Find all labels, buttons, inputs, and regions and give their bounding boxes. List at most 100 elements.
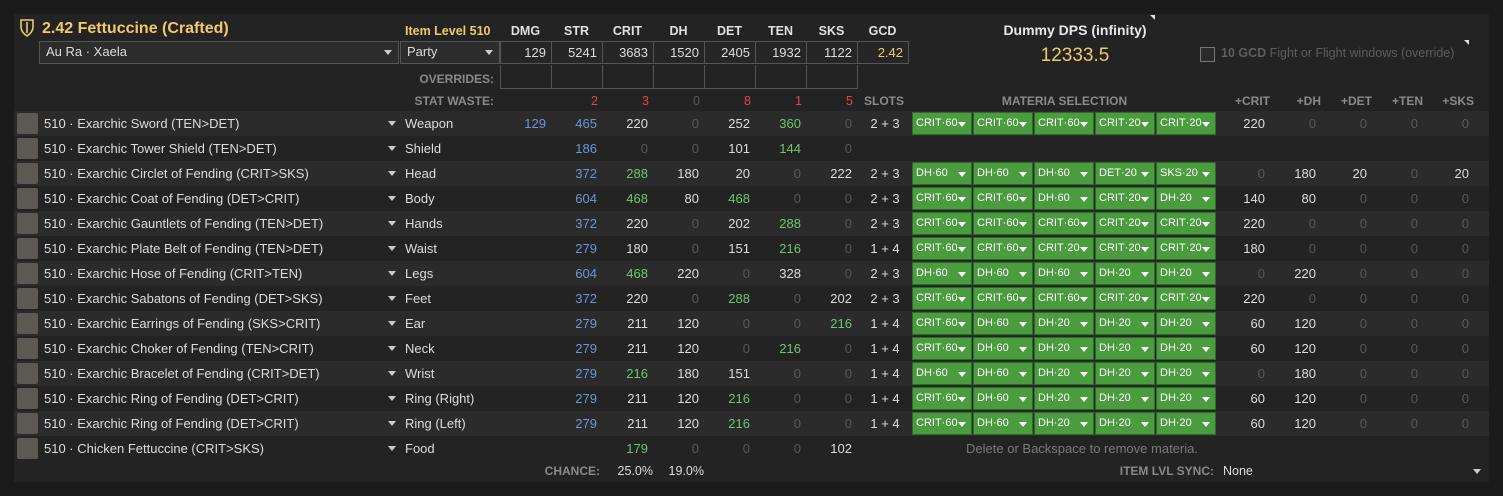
materia-select[interactable]: DH·20 (1156, 312, 1216, 335)
materia-select[interactable]: DH·20 (1156, 262, 1216, 285)
chevron-down-icon[interactable] (388, 446, 396, 451)
materia-select[interactable]: DH·20 (1034, 387, 1094, 410)
materia-select[interactable]: DH·60 (912, 362, 972, 385)
materia-select[interactable]: CRIT·20 (1156, 212, 1216, 235)
party-select[interactable]: Party (400, 41, 500, 64)
materia-select[interactable]: DH·20 (1034, 362, 1094, 385)
item-select[interactable]: 510 · Exarchic Bracelet of Fending (CRIT… (44, 366, 320, 381)
materia-select[interactable]: CRIT·20 (1095, 187, 1155, 210)
materia-select[interactable]: SKS·20 (1156, 162, 1216, 185)
materia-select[interactable]: CRIT·60 (973, 212, 1033, 235)
chevron-down-icon[interactable] (388, 271, 396, 276)
materia-select[interactable]: DH·20 (1156, 337, 1216, 360)
str-override-input[interactable] (551, 65, 603, 89)
materia-select[interactable]: CRIT·60 (912, 112, 972, 135)
item-select[interactable]: 510 · Exarchic Earrings of Fending (SKS>… (44, 316, 321, 331)
materia-select[interactable]: DH·60 (912, 162, 972, 185)
det-override-input[interactable] (704, 65, 756, 89)
materia-select[interactable]: DH·60 (1034, 187, 1094, 210)
crit-override-input[interactable] (602, 65, 654, 89)
materia-select[interactable]: DH·20 (1034, 412, 1094, 435)
item-select[interactable]: 510 · Exarchic Gauntlets of Fending (TEN… (44, 216, 324, 231)
materia-select[interactable]: CRIT·20 (1156, 237, 1216, 260)
materia-select[interactable]: CRIT·60 (973, 287, 1033, 310)
item-select[interactable]: 510 · Exarchic Choker of Fending (TEN>CR… (44, 341, 314, 356)
materia-select[interactable]: CRIT·20 (1156, 287, 1216, 310)
materia-select[interactable]: DH·20 (1095, 312, 1155, 335)
sks-override-input[interactable] (806, 65, 858, 89)
materia-select[interactable]: DH·60 (973, 162, 1033, 185)
item-select[interactable]: 510 · Exarchic Circlet of Fending (CRIT>… (44, 166, 309, 181)
item-select[interactable]: 510 · Exarchic Ring of Fending (DET>CRIT… (44, 391, 299, 406)
dh-override-input[interactable] (653, 65, 705, 89)
materia-select[interactable]: DH·20 (1034, 337, 1094, 360)
materia-select[interactable]: DH·60 (973, 362, 1033, 385)
materia-select[interactable]: DH·20 (1156, 187, 1216, 210)
materia-select[interactable]: CRIT·60 (912, 387, 972, 410)
materia-select[interactable]: DH·60 (973, 412, 1033, 435)
materia-select[interactable]: CRIT·20 (1156, 112, 1216, 135)
gearset-title[interactable]: 2.42 Fettuccine (Crafted) (42, 20, 229, 37)
chevron-down-icon[interactable] (388, 371, 396, 376)
materia-select[interactable]: CRIT·60 (912, 237, 972, 260)
chevron-down-icon[interactable] (388, 421, 396, 426)
item-select[interactable]: 510 · Exarchic Tower Shield (TEN>DET) (44, 141, 277, 156)
materia-select[interactable]: DH·20 (1156, 387, 1216, 410)
materia-select[interactable]: DH·60 (973, 337, 1033, 360)
materia-select[interactable]: CRIT·20 (1034, 237, 1094, 260)
materia-select[interactable]: DH·20 (1095, 412, 1155, 435)
materia-select[interactable]: DH·60 (973, 387, 1033, 410)
materia-select[interactable]: DET·20 (1095, 162, 1155, 185)
item-level-sync-select[interactable]: None (1219, 461, 1487, 482)
item-select[interactable]: 510 · Exarchic Ring of Fending (DET>CRIT… (44, 416, 299, 431)
ten-override-input[interactable] (755, 65, 807, 89)
materia-select[interactable]: DH·20 (1156, 412, 1216, 435)
materia-select[interactable]: CRIT·60 (912, 187, 972, 210)
materia-select[interactable]: DH·20 (1095, 362, 1155, 385)
chevron-down-icon[interactable] (388, 296, 396, 301)
item-select[interactable]: 510 · Exarchic Plate Belt of Fending (TE… (44, 241, 324, 256)
materia-select[interactable]: CRIT·60 (912, 412, 972, 435)
materia-select[interactable]: CRIT·20 (1095, 287, 1155, 310)
materia-select[interactable]: CRIT·20 (1095, 212, 1155, 235)
materia-select[interactable]: CRIT·60 (1034, 287, 1094, 310)
materia-select[interactable]: CRIT·60 (1034, 112, 1094, 135)
materia-select[interactable]: CRIT·60 (912, 337, 972, 360)
materia-select[interactable]: DH·60 (912, 262, 972, 285)
materia-select[interactable]: DH·60 (973, 312, 1033, 335)
materia-select[interactable]: CRIT·60 (912, 312, 972, 335)
materia-select[interactable]: CRIT·60 (1034, 212, 1094, 235)
materia-select[interactable]: CRIT·60 (973, 237, 1033, 260)
materia-select[interactable]: DH·60 (1034, 162, 1094, 185)
materia-select[interactable]: CRIT·60 (912, 212, 972, 235)
materia-select[interactable]: DH·20 (1095, 387, 1155, 410)
chevron-down-icon[interactable] (388, 321, 396, 326)
item-select[interactable]: 510 · Chicken Fettuccine (CRIT>SKS) (44, 441, 264, 456)
materia-select[interactable]: CRIT·60 (973, 112, 1033, 135)
item-select[interactable]: 510 · Exarchic Coat of Fending (DET>CRIT… (44, 191, 300, 206)
materia-select[interactable]: DH·20 (1095, 337, 1155, 360)
gcd-override-checkbox[interactable] (1200, 47, 1215, 62)
item-select[interactable]: 510 · Exarchic Hose of Fending (CRIT>TEN… (44, 266, 303, 281)
race-select[interactable]: Au Ra · Xaela (39, 41, 399, 64)
chevron-down-icon[interactable] (388, 396, 396, 401)
chevron-down-icon[interactable] (388, 146, 396, 151)
materia-select[interactable]: CRIT·60 (973, 187, 1033, 210)
chevron-down-icon[interactable] (388, 196, 396, 201)
item-select[interactable]: 510 · Exarchic Sword (TEN>DET) (44, 116, 240, 131)
chevron-down-icon[interactable] (388, 121, 396, 126)
item-select[interactable]: 510 · Exarchic Sabatons of Fending (DET>… (44, 291, 323, 306)
chevron-down-icon[interactable] (388, 171, 396, 176)
materia-select[interactable]: CRIT·20 (1095, 112, 1155, 135)
dmg-override-input[interactable] (500, 65, 552, 89)
materia-select[interactable]: DH·20 (1095, 262, 1155, 285)
materia-select[interactable]: DH·20 (1156, 362, 1216, 385)
materia-select[interactable]: DH·60 (1034, 262, 1094, 285)
materia-select[interactable]: DH·20 (1034, 312, 1094, 335)
chevron-down-icon[interactable] (388, 246, 396, 251)
materia-select[interactable]: CRIT·60 (912, 287, 972, 310)
chevron-down-icon[interactable] (388, 221, 396, 226)
materia-select[interactable]: CRIT·20 (1095, 237, 1155, 260)
materia-select[interactable]: DH·60 (973, 262, 1033, 285)
chevron-down-icon[interactable] (388, 346, 396, 351)
